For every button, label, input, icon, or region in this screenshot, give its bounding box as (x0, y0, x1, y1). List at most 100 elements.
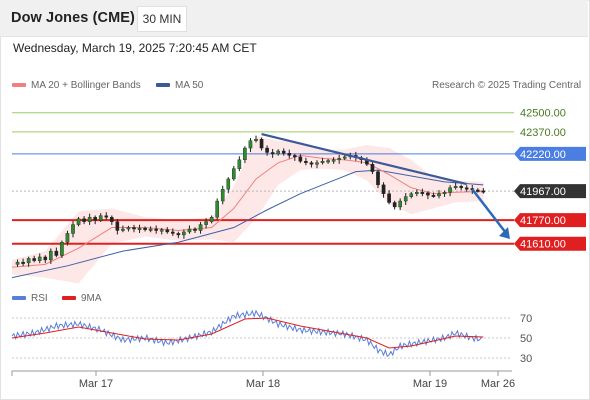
legend-rsi-ma-label: 9MA (81, 293, 102, 304)
candle-body (121, 228, 125, 231)
candle-body (21, 261, 25, 264)
candle-body (304, 161, 308, 163)
candle (148, 226, 153, 233)
candle (98, 213, 103, 222)
candle-body (392, 202, 397, 208)
candle (409, 191, 414, 199)
candle-body (98, 215, 103, 221)
candle (293, 153, 297, 161)
candle (281, 148, 286, 156)
copyright-note: Research © 2025 Trading Central (432, 80, 582, 91)
candle (270, 148, 275, 158)
candle-body (376, 171, 380, 186)
level-label: 42500.00 (520, 108, 566, 120)
level-tag-41770.00 (514, 213, 586, 228)
candle (87, 213, 92, 225)
chart-header: Dow Jones (CME) 30 MIN (0, 0, 588, 37)
candle (237, 156, 242, 172)
legend-ma50: MA 50 (156, 80, 203, 91)
ma-layer (11, 154, 484, 279)
candle (464, 185, 469, 192)
candle (265, 145, 269, 156)
candle-body (93, 217, 97, 221)
rsi-ma-line (11, 317, 484, 349)
candle-body (453, 186, 458, 189)
candle-body (298, 156, 303, 162)
candle (254, 135, 258, 143)
ma50-line (11, 169, 484, 279)
candle-body (82, 218, 86, 222)
candle-body (165, 229, 170, 233)
candle (403, 193, 408, 206)
candle-body (110, 217, 114, 222)
candle (126, 225, 131, 232)
candle-body (87, 217, 92, 222)
candle (21, 258, 25, 267)
candle (93, 215, 97, 225)
candle-body (409, 193, 414, 197)
candle (204, 218, 208, 229)
candle-body (26, 258, 31, 264)
candle (442, 190, 447, 197)
candle-body (254, 139, 258, 141)
candle (437, 190, 441, 199)
candle-body (342, 156, 347, 159)
candle (26, 256, 31, 267)
candle (171, 228, 175, 236)
candle (426, 191, 430, 200)
candle-body (370, 164, 375, 172)
level-label: 42370.00 (520, 127, 566, 139)
candle (137, 224, 142, 233)
candle (143, 226, 147, 232)
candle-body (320, 161, 325, 163)
candle (476, 188, 480, 193)
candle (309, 161, 314, 168)
candle (187, 225, 192, 234)
candle-body (437, 193, 441, 197)
ma20-line (11, 154, 484, 268)
candle-body (476, 189, 480, 192)
candle (276, 149, 280, 156)
candle-body (176, 233, 181, 236)
candle-body (237, 159, 242, 169)
level-label: 41610.00 (520, 239, 566, 251)
candle-body (143, 228, 147, 230)
legend-rsi-ma: 9MA (62, 293, 102, 304)
candle (159, 227, 164, 235)
legend-rsi-label: RSI (31, 293, 48, 304)
candle (453, 182, 458, 190)
candle-body (148, 228, 153, 231)
candles-layer (15, 135, 486, 267)
rsi-tick-label: 30 (520, 353, 532, 365)
candle-body (232, 168, 236, 180)
candle (448, 185, 452, 197)
legend-rsi: RSI (12, 293, 48, 304)
candle (15, 259, 20, 267)
timeframe-badge[interactable]: 30 MIN (137, 6, 187, 32)
candle (298, 154, 303, 164)
candle (381, 182, 386, 198)
level-tag-42220.00 (514, 146, 586, 161)
candle (65, 230, 70, 246)
candle-body (337, 158, 341, 161)
candle-body (204, 221, 208, 225)
candle (71, 221, 75, 238)
candle (398, 198, 402, 211)
candle (459, 184, 463, 191)
annotation-layer (261, 132, 510, 239)
legend-ma20-label: MA 20 + Bollinger Bands (31, 80, 141, 91)
candle-body (60, 242, 64, 256)
candle (54, 247, 59, 258)
candle-body (37, 256, 42, 261)
candle-body (326, 160, 330, 163)
candle-body (132, 227, 136, 230)
candle (259, 137, 264, 151)
candle (115, 218, 120, 235)
candle (226, 177, 231, 194)
instrument-title: Dow Jones (CME) (11, 10, 135, 26)
rsi-swatch (12, 296, 26, 301)
candle-body (481, 190, 486, 193)
candle-body (315, 162, 319, 165)
